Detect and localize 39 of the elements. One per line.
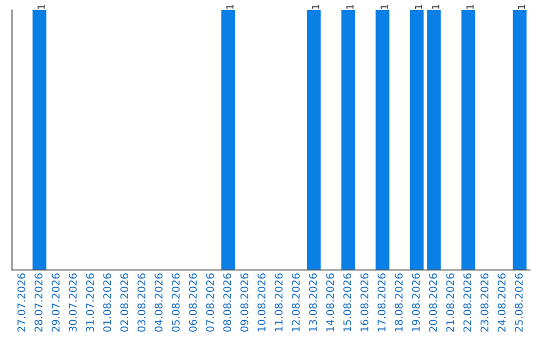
x-tick-label: 05.08.2026 [172, 273, 180, 332]
x-tick-label: 30.07.2026 [68, 273, 77, 332]
x-tick-label: 20.08.2026 [429, 273, 437, 332]
x-tick-label: 24.08.2026 [498, 273, 506, 332]
x-tick-label: 23.08.2026 [480, 273, 488, 332]
data-label: 1 [380, 4, 388, 9]
x-tick-label: 18.08.2026 [394, 273, 403, 332]
x-tick-label: 01.08.2026 [103, 273, 112, 332]
x-tick-label: 29.07.2026 [52, 273, 60, 332]
data-label: 1 [466, 4, 474, 9]
x-tick-label: 13.08.2026 [309, 273, 317, 332]
x-tick-label: 06.08.2026 [188, 273, 197, 332]
x-tick-label: 28.07.2026 [34, 273, 42, 332]
x-tick-label: 02.08.2026 [120, 273, 128, 332]
x-tick-label: 12.08.2026 [292, 273, 300, 332]
x-tick-label: 25.08.2026 [514, 273, 523, 332]
x-tick-label: 31.07.2026 [86, 273, 94, 332]
data-label: 1 [414, 4, 422, 9]
data-label: 1 [38, 4, 45, 9]
x-tick-label: 27.07.2026 [17, 273, 26, 332]
data-label: 1 [226, 4, 234, 9]
x-tick-label: 19.08.2026 [412, 273, 420, 332]
data-label: 1 [518, 4, 525, 9]
x-tick-label: 03.08.2026 [138, 273, 146, 332]
x-tick-label: 10.08.2026 [258, 273, 266, 332]
x-tick-label: 22.08.2026 [463, 273, 472, 332]
x-tick-label: 17.08.2026 [378, 273, 386, 332]
x-tick-label: 04.08.2026 [154, 273, 163, 332]
x-tick-label: 21.08.2026 [446, 273, 454, 332]
x-tick-label: 14.08.2026 [326, 273, 334, 332]
x-tick-label: 11.08.2026 [274, 273, 283, 332]
x-tick-label: 07.08.2026 [206, 273, 214, 332]
data-label: 1 [346, 4, 354, 9]
data-label: 1 [312, 4, 320, 9]
x-tick-label: 15.08.2026 [343, 273, 352, 332]
x-tick-label: 09.08.2026 [240, 273, 248, 332]
x-tick-label: 16.08.2026 [360, 273, 368, 332]
x-tick-label: 08.08.2026 [223, 273, 232, 332]
data-label: 1 [432, 4, 440, 9]
